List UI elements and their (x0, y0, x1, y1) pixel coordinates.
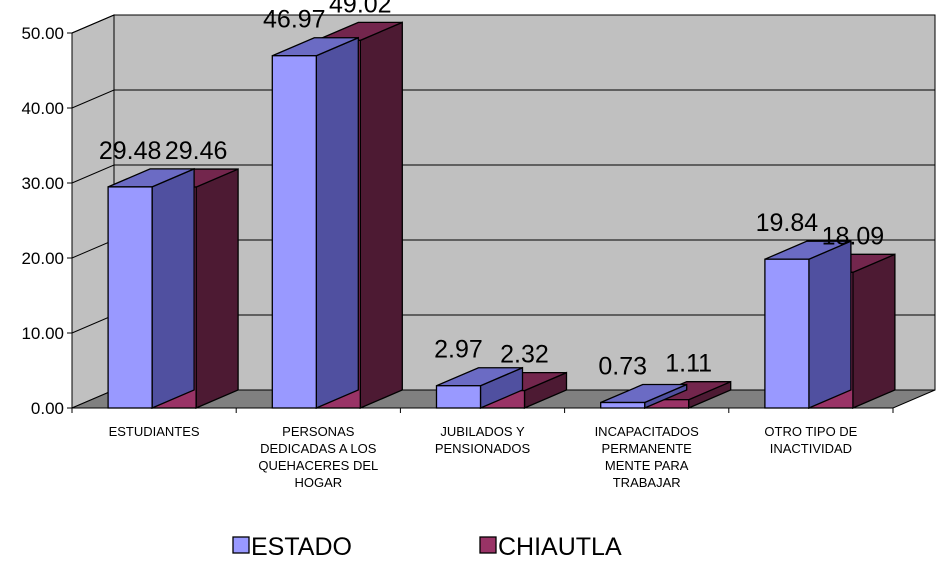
gridline (71, 14, 935, 34)
x-category-label: OTRO TIPO DE INACTIVIDAD (764, 424, 857, 456)
data-label-estado: 0.73 (598, 353, 647, 381)
data-label-estado: 19.84 (756, 209, 819, 237)
bar-side-face (808, 240, 852, 409)
bar-front-face (435, 385, 482, 409)
bar-estado-1 (107, 167, 195, 409)
gridline (71, 89, 935, 109)
bar-front-face (271, 55, 317, 409)
data-label-chiautla: 49.02 (329, 0, 392, 18)
x-category-label-line: OTRO TIPO DE (764, 424, 857, 439)
bar-side-face (195, 168, 239, 409)
legend-item-estado: ESTADO (232, 533, 352, 561)
x-category-label-line: INCAPACITADOS (595, 424, 700, 439)
legend-swatch (479, 536, 497, 554)
legend-swatch (232, 536, 250, 554)
x-category-label-line: TRABAJAR (613, 475, 681, 490)
bar-front-face (107, 186, 153, 409)
y-tick-label: 40.00 (21, 99, 64, 118)
bar-estado-3 (435, 366, 524, 409)
x-category-label-line: PERMANENTE (602, 441, 693, 456)
x-category-label: JUBILADOS Y PENSIONADOS (435, 424, 531, 456)
data-label-chiautla: 29.46 (165, 137, 228, 165)
bar-chiautla-4 (644, 380, 732, 409)
x-category-label-line: MENTE PARA (605, 458, 689, 473)
x-category-label-line: HOGAR (294, 475, 342, 490)
bar-side-face (852, 253, 896, 409)
bar-front-face (600, 401, 646, 409)
bar-estado-5 (764, 240, 852, 409)
data-label-estado: 2.97 (434, 336, 483, 364)
data-label-chiautla: 2.32 (500, 341, 549, 369)
bar-estado-2 (271, 36, 359, 409)
x-category-label-line: ESTUDIANTES (109, 424, 200, 439)
x-category-label-line: PERSONAS (282, 424, 355, 439)
y-tick-label: 20.00 (21, 249, 64, 268)
legend-item-chiautla: CHIAUTLA (479, 533, 622, 561)
y-tick-label: 30.00 (21, 174, 64, 193)
x-category-label: PERSONAS DEDICADAS A LOS QUEHACERES DEL HOG… (258, 424, 378, 490)
gridline (71, 164, 935, 184)
bar-side-face (315, 36, 359, 409)
data-label-chiautla: 18.09 (822, 222, 885, 250)
bar-front-face (764, 258, 810, 409)
x-category-label-line: INACTIVIDAD (770, 441, 852, 456)
y-tick-label: 50.00 (21, 24, 64, 43)
data-label-chiautla: 1.11 (665, 350, 712, 378)
x-category-label: INCAPACITADOS PERMANENTE MENTE PARA TRABAJA… (595, 424, 700, 490)
y-tick-label: 0.00 (31, 399, 64, 418)
x-category-label-line: DEDICADAS A LOS (260, 441, 377, 456)
bar-side-face (151, 167, 195, 409)
x-category-label-line: JUBILADOS Y (440, 424, 525, 439)
data-label-estado: 46.97 (263, 6, 326, 34)
legend-label: ESTADO (251, 533, 352, 561)
x-category-label-line: QUEHACERES DEL (258, 458, 378, 473)
legend-label: CHIAUTLA (498, 533, 622, 561)
bar-side-face (359, 21, 403, 409)
data-label-estado: 29.48 (99, 137, 162, 165)
x-category-label-line: PENSIONADOS (435, 441, 531, 456)
bar-estado-4 (600, 383, 688, 409)
y-tick-label: 10.00 (21, 324, 64, 343)
x-category-label: ESTUDIANTES (109, 424, 200, 439)
